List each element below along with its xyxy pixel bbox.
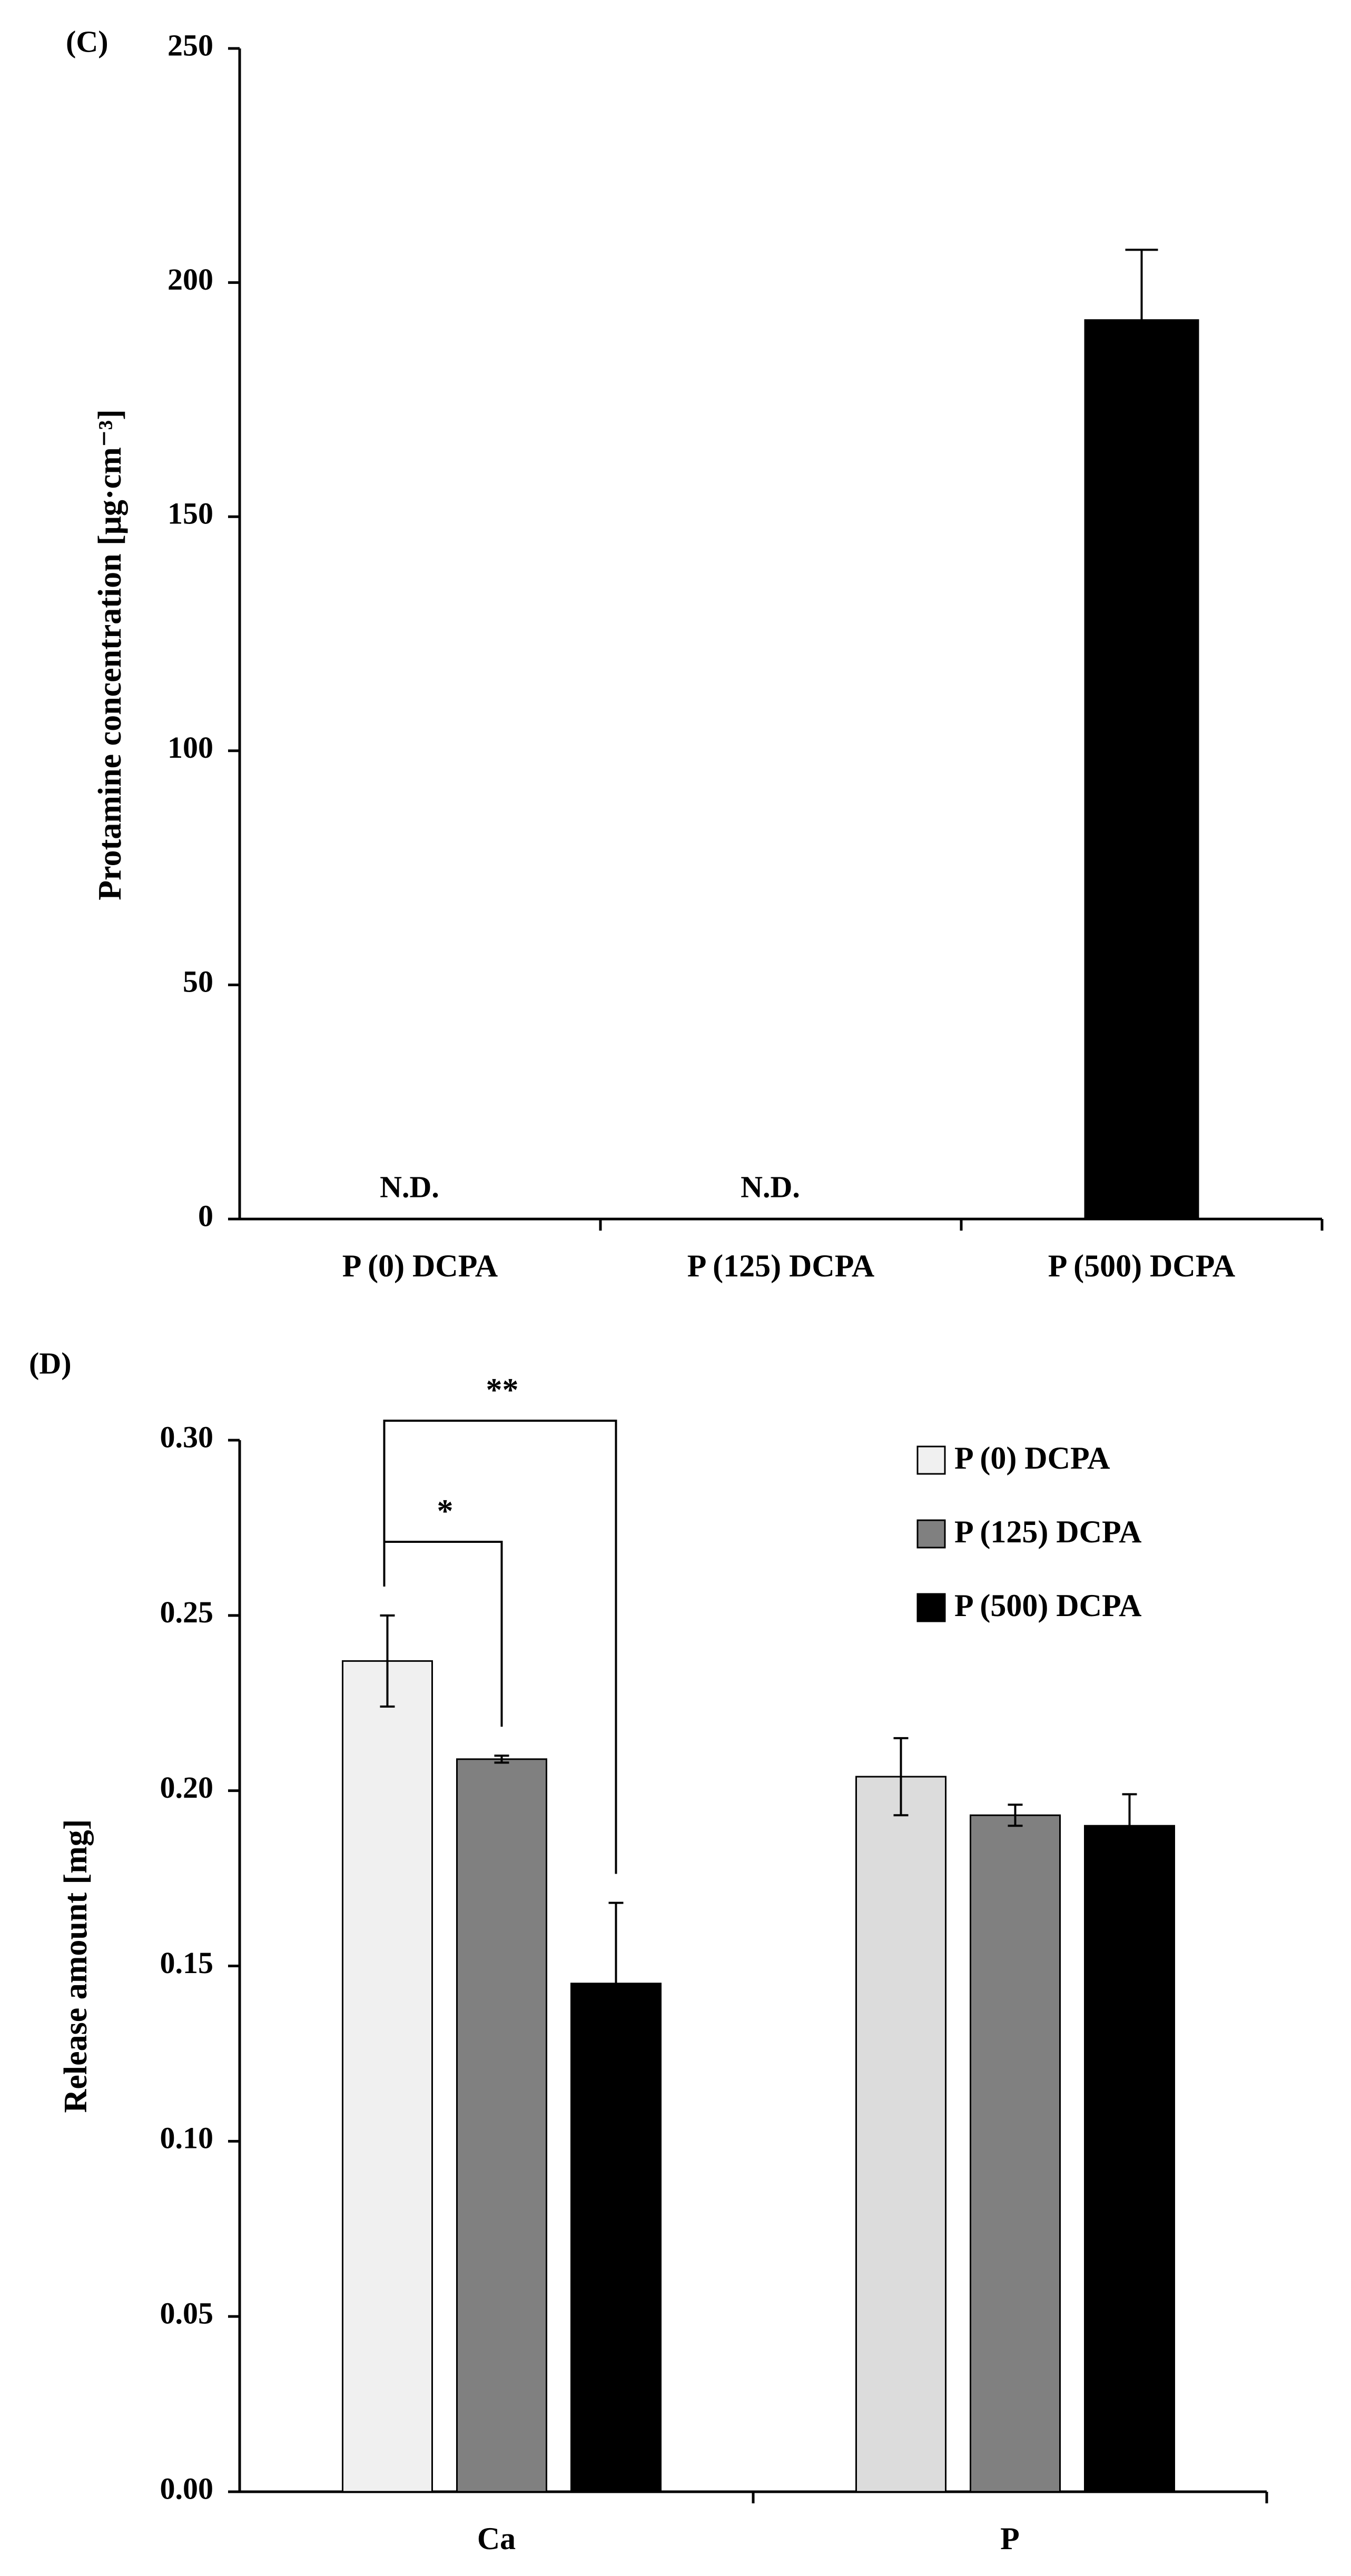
panel-c-y-tick-label: 200 — [167, 262, 213, 296]
panel-c-category-label: P (125) DCPA — [687, 1249, 875, 1283]
panel-d-y-axis-title: Release amount [mg] — [58, 1819, 94, 2113]
panel-c-y-tick-label: 50 — [183, 965, 213, 999]
panel-d-bar — [1084, 1825, 1175, 2493]
panel-d-y-tick-label: 0.10 — [160, 2121, 214, 2155]
panel-c-y-tick-label: 0 — [198, 1198, 213, 1233]
panel-c-y-tick-label: 150 — [167, 497, 213, 531]
panel-c-y-tick-label: 250 — [167, 28, 213, 62]
panel-d-legend-swatch — [916, 1593, 946, 1622]
panel-d-legend-label: P (0) DCPA — [954, 1441, 1110, 1475]
panel-c-bar — [1084, 319, 1199, 1220]
panel-c-nd-label: N.D. — [380, 1170, 439, 1204]
panel-d-bar — [342, 1660, 433, 2493]
panel-d-y-tick-label: 0.15 — [160, 1946, 214, 1980]
panel-d-significance-bracket — [383, 1420, 617, 1874]
panel-d-bar — [855, 1776, 946, 2493]
panel-c-y-tick-label: 100 — [167, 730, 213, 765]
panel-c-category-label: P (500) DCPA — [1048, 1249, 1236, 1283]
panel-d-y-tick-label: 0.25 — [160, 1595, 214, 1629]
panel-d-y-tick-label: 0.30 — [160, 1420, 214, 1454]
panel-d-legend-swatch — [916, 1519, 946, 1549]
panel-d-label: (D) — [29, 1346, 72, 1380]
panel-d-significance-label: ** — [486, 1372, 519, 1408]
panel-c-y-axis-title: Protamine concentration [μg·cm⁻³] — [92, 409, 128, 900]
panel-d-y-tick-label: 0.20 — [160, 1770, 214, 1805]
panel-d-legend-label: P (125) DCPA — [954, 1514, 1142, 1549]
panel-d-category-label: P — [1000, 2521, 1020, 2556]
panel-d-bar — [456, 1758, 547, 2493]
panel-d-category-label: Ca — [477, 2521, 516, 2556]
panel-d-legend-label: P (500) DCPA — [954, 1588, 1142, 1623]
panel-c-nd-label: N.D. — [741, 1170, 800, 1204]
panel-d-bar — [970, 1814, 1061, 2493]
panel-c-category-label: P (0) DCPA — [342, 1249, 498, 1283]
panel-d-significance-label: * — [437, 1493, 453, 1529]
panel-c-label: (C) — [66, 24, 109, 58]
panel-d-bar — [570, 1983, 662, 2493]
panel-d-y-tick-label: 0.00 — [160, 2471, 214, 2505]
panel-d-legend-swatch — [916, 1445, 946, 1475]
panel-d-y-tick-label: 0.05 — [160, 2296, 214, 2330]
